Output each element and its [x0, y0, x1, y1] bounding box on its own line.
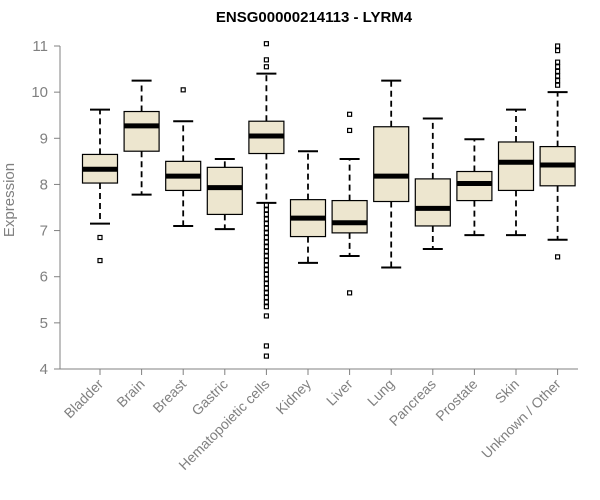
outlier-point: [554, 48, 561, 54]
box-group: [123, 79, 160, 196]
outlier-point: [263, 262, 269, 268]
outlier-point: [263, 299, 269, 305]
outlier-point: [554, 68, 561, 74]
outlier-point: [263, 41, 269, 47]
outlier-point: [263, 313, 269, 319]
outlier-point: [263, 57, 269, 63]
outlier-point: [180, 87, 186, 93]
outlier-point: [263, 267, 269, 273]
iqr-box: [373, 126, 410, 203]
x-tick-label: Bladder: [61, 376, 107, 422]
y-tick-label: 10: [31, 84, 48, 101]
y-tick-label: 11: [32, 38, 48, 55]
box-group: [331, 111, 368, 296]
outlier-point: [263, 343, 269, 349]
outlier-point: [347, 290, 353, 296]
x-tick-label: Liver: [323, 376, 356, 409]
y-tick-label: 6: [40, 269, 48, 286]
box-group: [497, 108, 535, 237]
outlier-point: [554, 78, 561, 84]
outlier-point: [263, 234, 269, 241]
outlier-point: [263, 257, 269, 264]
box-group: [373, 79, 410, 269]
outlier-point: [263, 294, 269, 301]
chart-title: ENSG00000214113 - LYRM4: [216, 9, 413, 26]
box-group: [539, 43, 576, 260]
iqr-box: [123, 110, 160, 152]
outlier-point: [263, 216, 269, 222]
y-axis: 4 5 6 7 8 9 10 11: [31, 38, 61, 378]
outlier-point: [554, 73, 561, 79]
outlier-point: [263, 202, 269, 208]
box-group: [456, 138, 493, 237]
y-tick-label: 4: [40, 361, 48, 378]
outlier-point: [263, 64, 269, 70]
iqr-box: [456, 170, 493, 202]
outlier-point: [263, 253, 269, 259]
x-tick-label: Brain: [113, 376, 147, 410]
boxplot-series: [81, 41, 576, 359]
x-tick-label: Unknown / Other: [478, 376, 564, 462]
outlier-point: [263, 211, 269, 218]
iqr-box: [206, 166, 243, 216]
x-tick-label: Kidney: [273, 376, 315, 418]
y-axis-label: Expression: [1, 163, 18, 237]
outlier-point: [347, 127, 353, 134]
outlier-point: [347, 111, 353, 117]
box-group: [165, 87, 202, 227]
outlier-point: [263, 271, 269, 278]
outlier-point: [263, 290, 269, 296]
outlier-point: [263, 239, 269, 245]
outlier-point: [263, 225, 269, 231]
outlier-point: [97, 257, 103, 264]
outlier-point: [554, 64, 561, 70]
x-tick-label: Prostate: [432, 376, 480, 424]
outlier-point: [263, 230, 269, 236]
x-tick-label: Breast: [149, 376, 189, 416]
outlier-point: [263, 244, 269, 250]
iqr-box: [497, 141, 535, 192]
outlier-point: [263, 248, 269, 254]
box-group: [289, 150, 327, 264]
iqr-box: [331, 199, 368, 234]
outlier-point: [263, 276, 269, 282]
y-tick-label: 9: [40, 130, 48, 147]
box-group: [81, 108, 119, 264]
box-group: [414, 117, 451, 251]
outlier-point: [554, 82, 561, 88]
outlier-point: [554, 59, 561, 65]
y-tick-label: 8: [40, 176, 48, 193]
outlier-point: [97, 234, 103, 241]
outlier-point: [263, 304, 269, 310]
outlier-point: [554, 254, 561, 260]
outlier-point: [263, 353, 269, 359]
y-tick-label: 7: [40, 223, 48, 240]
outlier-point: [263, 221, 269, 227]
outlier-point: [263, 285, 269, 291]
box-group: [206, 158, 243, 231]
iqr-box: [414, 178, 451, 227]
outlier-point: [263, 207, 269, 213]
outlier-point: [263, 281, 269, 287]
x-tick-label: Skin: [492, 376, 523, 407]
box-group: [248, 41, 285, 359]
outlier-point: [554, 43, 561, 49]
y-tick-label: 5: [40, 315, 48, 332]
x-tick-label: Lung: [364, 376, 397, 409]
